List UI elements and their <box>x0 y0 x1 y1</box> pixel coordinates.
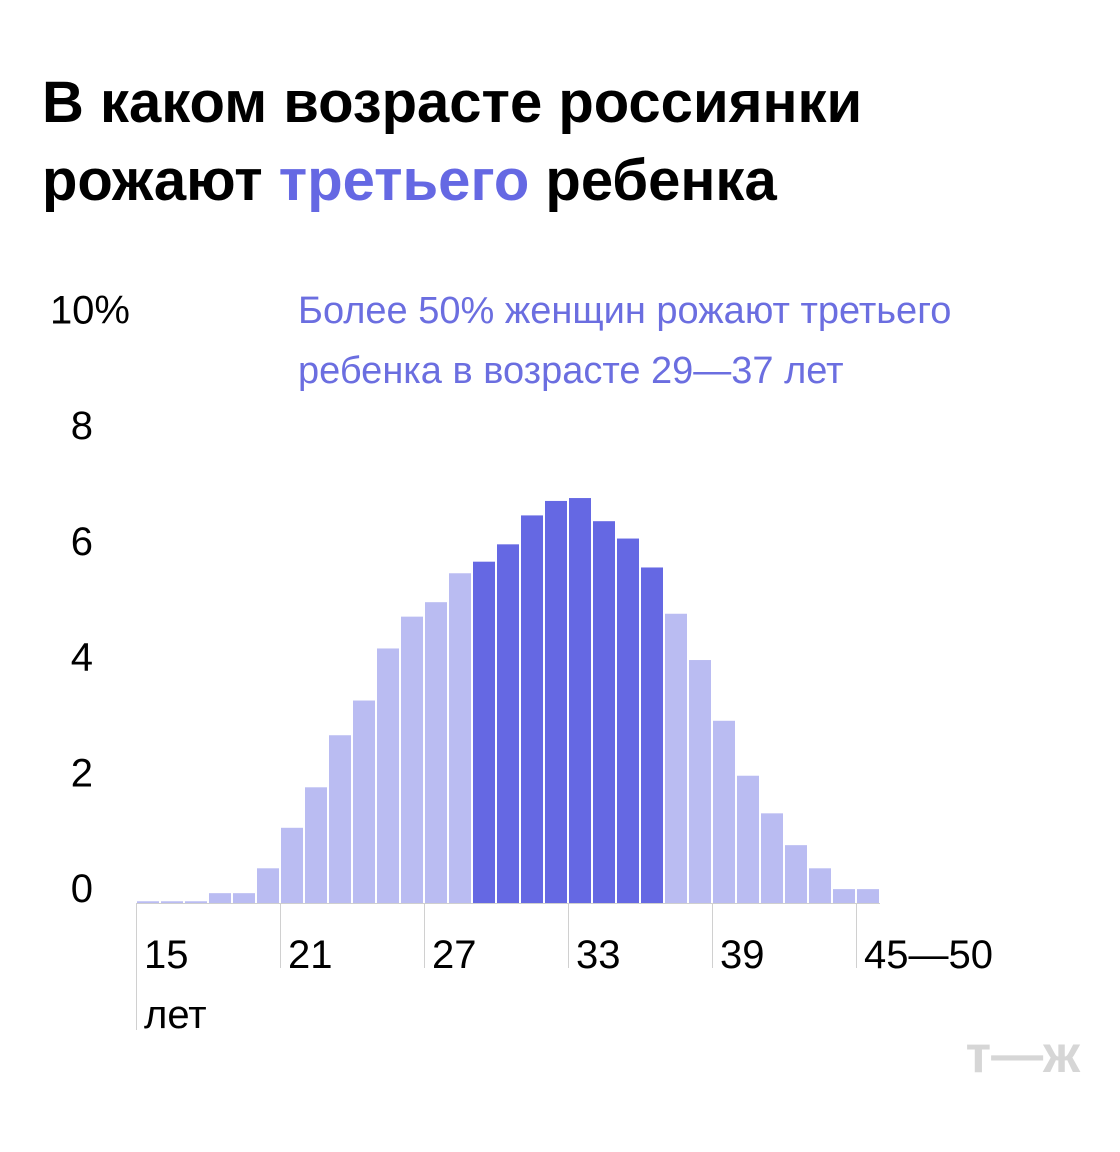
logo: т—ж <box>966 1026 1081 1084</box>
bar <box>449 573 471 903</box>
bar <box>809 868 831 903</box>
bar <box>425 602 447 903</box>
bar <box>209 893 231 903</box>
bar <box>305 787 327 903</box>
bar <box>185 901 207 903</box>
y-tick-label: 6 <box>71 520 93 564</box>
y-tick-label: 4 <box>71 636 93 680</box>
bar <box>281 827 303 903</box>
bar <box>833 889 855 903</box>
x-tick-label: 21 <box>288 933 333 977</box>
bar <box>497 544 519 903</box>
bar <box>569 498 591 903</box>
bar <box>353 700 375 903</box>
chart-title: рожают третьего ребенка <box>42 148 777 213</box>
bar <box>377 648 399 903</box>
y-tick-label: 0 <box>71 867 93 911</box>
bar <box>617 538 639 903</box>
bar <box>401 616 423 903</box>
bar <box>761 813 783 903</box>
x-tick-label: 27 <box>432 933 477 977</box>
bar <box>521 515 543 903</box>
y-tick-label: 10% <box>50 289 130 333</box>
bar <box>857 889 879 903</box>
bar <box>785 845 807 903</box>
x-tick-label: 15 <box>144 933 189 977</box>
annotation: Более 50% женщин рожают третьего <box>298 290 951 332</box>
x-tick-label: 33 <box>576 933 621 977</box>
bar <box>161 901 183 903</box>
bar <box>473 561 495 903</box>
bar <box>233 893 255 903</box>
y-tick-label: 8 <box>71 404 93 448</box>
title-part: ребенка <box>545 148 777 213</box>
bar <box>257 868 279 903</box>
bar <box>545 500 567 903</box>
chart-title: В каком возрасте россиянки <box>42 70 862 135</box>
bar <box>665 613 687 903</box>
bar <box>713 720 735 903</box>
x-tick-label: 39 <box>720 933 765 977</box>
bar <box>137 901 159 903</box>
bar <box>593 521 615 903</box>
x-tick-label: 45—50 <box>864 933 993 977</box>
y-tick-label: 2 <box>71 751 93 795</box>
bar <box>641 567 663 903</box>
annotation: ребенка в возрасте 29—37 лет <box>298 350 844 392</box>
title-part: рожают <box>42 148 263 213</box>
x-unit: лет <box>144 993 207 1037</box>
title-highlight: третьего <box>279 148 529 213</box>
bar <box>689 660 711 903</box>
bar <box>329 735 351 903</box>
bar <box>737 775 759 903</box>
